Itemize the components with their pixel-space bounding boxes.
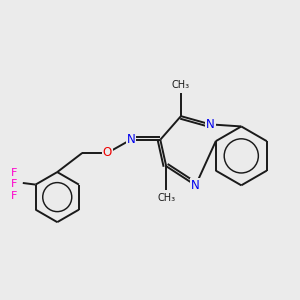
Text: N: N: [127, 133, 135, 146]
Text: N: N: [191, 179, 200, 192]
Text: F: F: [11, 179, 17, 190]
Text: CH₃: CH₃: [172, 80, 190, 90]
Text: N: N: [206, 118, 215, 131]
Text: F: F: [11, 190, 17, 201]
Text: O: O: [103, 146, 112, 159]
Text: CH₃: CH₃: [157, 193, 175, 203]
Text: F: F: [11, 168, 17, 178]
